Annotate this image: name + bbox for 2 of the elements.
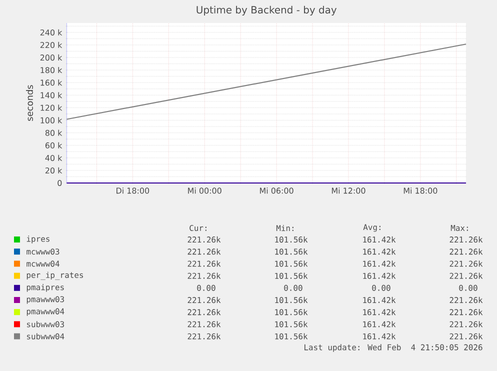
chart-title: Uptime by Backend - by day (196, 6, 337, 16)
y-axis-title: seconds (26, 85, 33, 121)
